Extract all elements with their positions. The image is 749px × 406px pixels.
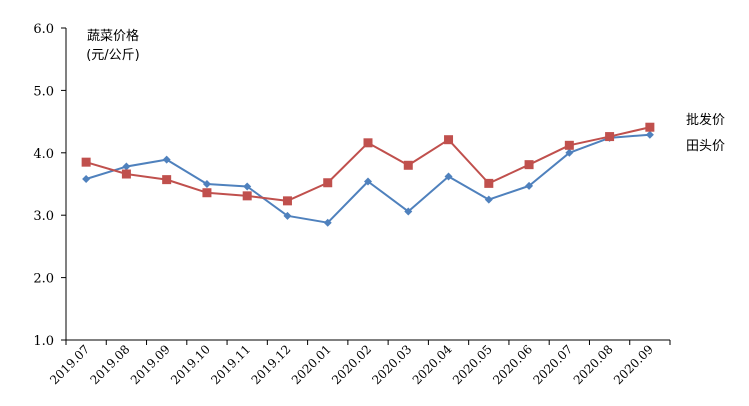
- x-tick-label: 2020.04: [410, 342, 455, 387]
- series-layer: [81, 122, 655, 227]
- x-tick-label: 2019.09: [128, 342, 173, 387]
- data-point: [364, 177, 372, 186]
- x-tick-label: 2020.03: [369, 342, 414, 387]
- y-tick-label: 3.0: [33, 209, 54, 224]
- data-point: [564, 140, 574, 150]
- data-point: [444, 135, 454, 145]
- data-point: [484, 178, 494, 188]
- data-point: [81, 157, 91, 167]
- series-line: [85, 126, 651, 202]
- data-point: [162, 175, 172, 185]
- x-tick-label: 2020.02: [329, 342, 374, 387]
- x-tick-label: 2020.06: [490, 342, 535, 387]
- data-point: [645, 130, 654, 139]
- data-point: [323, 178, 333, 188]
- data-point: [323, 218, 332, 227]
- data-point: [202, 180, 211, 188]
- y-axis-ticks: 1.0 2.0 3.0 4.0 5.0 6.0: [33, 22, 66, 349]
- y-tick-label: 4.0: [33, 147, 54, 162]
- series-wholesale: [81, 122, 655, 206]
- data-point: [243, 182, 252, 191]
- data-point: [605, 132, 615, 142]
- x-tick-label: 2020.09: [611, 342, 656, 387]
- x-tick-label: 2020.05: [450, 342, 495, 387]
- x-axis-ticks: 2019.072019.082019.092019.102019.112019.…: [47, 340, 671, 387]
- data-point: [403, 160, 413, 170]
- data-point: [121, 169, 131, 179]
- y-tick-label: 5.0: [33, 84, 54, 99]
- x-tick-label: 2019.10: [168, 342, 213, 387]
- data-point: [162, 155, 171, 164]
- y-tick-label: 1.0: [33, 334, 54, 349]
- x-tick-label: 2020.08: [571, 342, 616, 387]
- series-label: 批发价: [686, 112, 725, 128]
- series-label: 田头价: [686, 139, 725, 154]
- data-point: [202, 188, 212, 198]
- data-point: [82, 175, 91, 184]
- x-tick-label: 2020.01: [289, 342, 334, 387]
- data-point: [525, 181, 534, 190]
- y-axis-title: 蔬菜价格 (元/公斤): [86, 28, 140, 63]
- x-tick-label: 2019.07: [47, 342, 92, 387]
- data-point: [484, 195, 493, 204]
- y-axis-label: 蔬菜价格: [87, 28, 139, 44]
- data-point: [645, 122, 655, 132]
- y-tick-label: 2.0: [33, 272, 54, 287]
- data-point: [404, 207, 413, 216]
- data-point: [282, 196, 292, 206]
- x-tick-label: 2019.08: [88, 342, 133, 387]
- data-point: [444, 172, 453, 181]
- x-tick-label: 2019.12: [249, 342, 294, 387]
- y-tick-label: 6.0: [33, 22, 54, 37]
- y-axis-unit: (元/公斤): [86, 48, 140, 63]
- data-point: [565, 148, 574, 157]
- x-tick-label: 2020.07: [530, 342, 575, 387]
- data-point: [524, 160, 534, 170]
- x-tick-label: 2019.11: [208, 342, 253, 387]
- data-point: [283, 211, 292, 220]
- data-point: [242, 191, 252, 201]
- data-point: [122, 162, 131, 171]
- data-point: [363, 138, 373, 148]
